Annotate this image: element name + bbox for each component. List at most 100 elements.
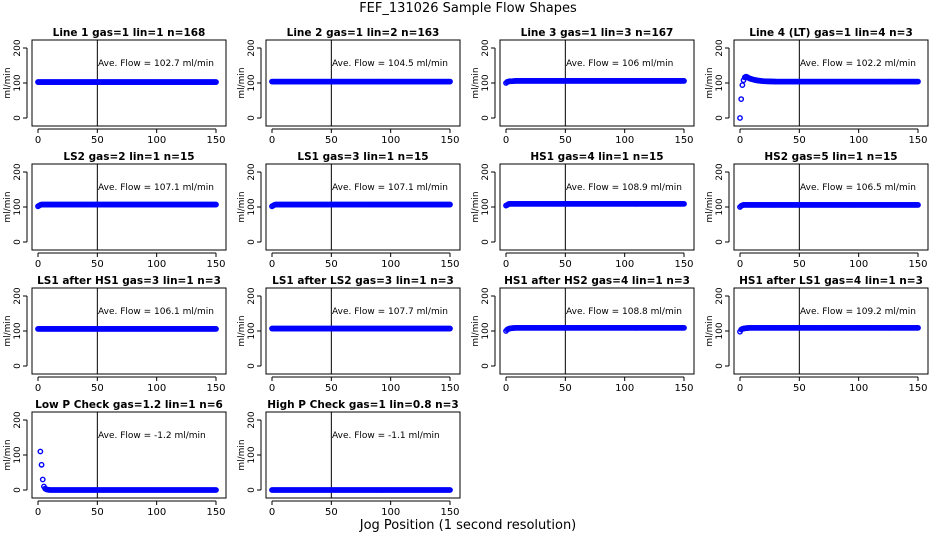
x-tick-label: 0 (737, 383, 743, 394)
average-flow-annotation: Ave. Flow = 108.8 ml/min (566, 307, 682, 317)
y-tick-label: 100 (247, 446, 257, 463)
chart-panel: HS1 after LS1 gas=4 lin=1 n=3 0 50 100 150 0 1… (705, 275, 929, 394)
y-tick-label: 100 (13, 198, 23, 215)
plot-frame (499, 287, 695, 375)
average-flow-annotation: Ave. Flow = -1.2 ml/min (98, 431, 206, 441)
y-tick-label: 200 (715, 39, 725, 56)
x-tick-label: 150 (206, 259, 225, 270)
y-tick-label: 0 (247, 239, 257, 245)
x-tick-label: 150 (440, 507, 459, 518)
y-tick-label: 0 (715, 115, 725, 121)
data-point (213, 79, 219, 85)
y-tick-label: 0 (715, 363, 725, 369)
average-flow-annotation: Ave. Flow = 108.9 ml/min (566, 183, 682, 193)
x-tick-label: 50 (325, 135, 338, 146)
panel-title: LS2 gas=2 lin=1 n=15 (63, 151, 194, 163)
x-tick-label: 150 (206, 507, 225, 518)
plot-frame (265, 163, 461, 251)
chart-panel: HS2 gas=5 lin=1 n=15 0 50 100 150 0 100 200 ml/m… (705, 151, 929, 270)
panel-title: Line 1 gas=1 lin=1 n=168 (53, 27, 206, 39)
y-tick-label: 0 (481, 363, 491, 369)
data-point (213, 487, 219, 493)
y-tick-label: 200 (13, 39, 23, 56)
y-tick-label: 100 (481, 74, 491, 91)
x-tick-label: 150 (674, 383, 693, 394)
plot-frame (265, 287, 461, 375)
x-tick-label: 0 (503, 383, 509, 394)
data-point (915, 201, 921, 208)
plot-frame (265, 411, 461, 499)
data-point (915, 78, 921, 85)
data-point (447, 487, 453, 493)
x-tick-label: 100 (147, 259, 166, 270)
data-point (39, 476, 46, 483)
average-flow-annotation: Ave. Flow = 107.1 ml/min (332, 183, 448, 193)
data-point (213, 201, 219, 208)
average-flow-annotation: Ave. Flow = 107.1 ml/min (98, 183, 214, 193)
x-tick-label: 50 (91, 259, 104, 270)
panel-title: LS1 after LS2 gas=3 lin=1 n=3 (272, 275, 454, 287)
data-point (681, 200, 687, 207)
chart-panel: Line 2 gas=1 lin=2 n=163 0 50 100 150 0 100 200… (237, 27, 461, 146)
panel-title: Low P Check gas=1.2 lin=1 n=6 (35, 399, 223, 411)
y-tick-label: 100 (13, 74, 23, 91)
average-flow-annotation: Ave. Flow = 102.2 ml/min (800, 59, 916, 69)
y-tick-label: 0 (715, 239, 725, 245)
x-tick-label: 50 (559, 135, 572, 146)
plot-frame (31, 163, 227, 251)
chart-panel: Line 3 gas=1 lin=3 n=167 0 50 100 150 0 100 200… (471, 27, 695, 146)
x-tick-label: 150 (440, 135, 459, 146)
average-flow-annotation: Ave. Flow = -1.1 ml/min (332, 431, 440, 441)
x-tick-label: 50 (559, 259, 572, 270)
y-tick-label: 0 (481, 115, 491, 121)
plot-frame (31, 39, 227, 127)
x-tick-label: 0 (503, 135, 509, 146)
x-tick-label: 100 (849, 135, 868, 146)
x-tick-label: 50 (793, 259, 806, 270)
chart-panel: LS2 gas=2 lin=1 n=15 0 50 100 150 0 100 200 ml/m… (3, 151, 227, 270)
x-tick-label: 150 (674, 135, 693, 146)
x-tick-label: 50 (325, 383, 338, 394)
x-tick-label: 0 (737, 259, 743, 270)
y-axis-label: ml/min (471, 191, 481, 222)
y-tick-label: 0 (13, 115, 23, 121)
page-x-axis-label: Jog Position (1 second resolution) (359, 518, 577, 533)
panel-title: Line 2 gas=1 lin=2 n=163 (287, 27, 440, 39)
x-tick-label: 100 (147, 383, 166, 394)
x-tick-label: 50 (91, 135, 104, 146)
data-point (915, 324, 921, 331)
y-tick-label: 0 (13, 363, 23, 369)
data-point (739, 82, 746, 89)
x-tick-label: 0 (35, 259, 41, 270)
x-tick-label: 150 (206, 135, 225, 146)
y-axis-label: ml/min (237, 191, 247, 222)
y-axis-label: ml/min (705, 67, 715, 98)
x-tick-label: 0 (269, 135, 275, 146)
data-point (681, 78, 687, 84)
plot-frame (31, 411, 227, 499)
chart-panel: Line 1 gas=1 lin=1 n=168 0 50 100 150 0 100 200… (3, 27, 227, 146)
panel-title: HS1 gas=4 lin=1 n=15 (530, 151, 663, 163)
y-tick-label: 100 (715, 198, 725, 215)
y-tick-label: 100 (247, 322, 257, 339)
y-tick-label: 0 (13, 487, 23, 493)
x-tick-label: 50 (559, 383, 572, 394)
x-tick-label: 100 (615, 135, 634, 146)
average-flow-annotation: Ave. Flow = 107.7 ml/min (332, 307, 448, 317)
x-tick-label: 50 (91, 383, 104, 394)
y-tick-label: 100 (13, 322, 23, 339)
x-tick-label: 0 (737, 135, 743, 146)
x-tick-label: 50 (793, 383, 806, 394)
chart-panel: LS1 after LS2 gas=3 lin=1 n=3 0 50 100 150 0 1… (237, 275, 461, 394)
data-point (738, 96, 745, 103)
y-tick-label: 200 (481, 287, 491, 304)
x-tick-label: 0 (35, 383, 41, 394)
plot-frame (265, 39, 461, 127)
x-tick-label: 100 (615, 383, 634, 394)
chart-panel: HS1 after HS2 gas=4 lin=1 n=3 0 50 100 150 0 1… (471, 275, 695, 394)
x-tick-label: 150 (440, 259, 459, 270)
data-point (447, 201, 453, 208)
y-tick-label: 200 (715, 287, 725, 304)
y-tick-label: 200 (247, 411, 257, 428)
